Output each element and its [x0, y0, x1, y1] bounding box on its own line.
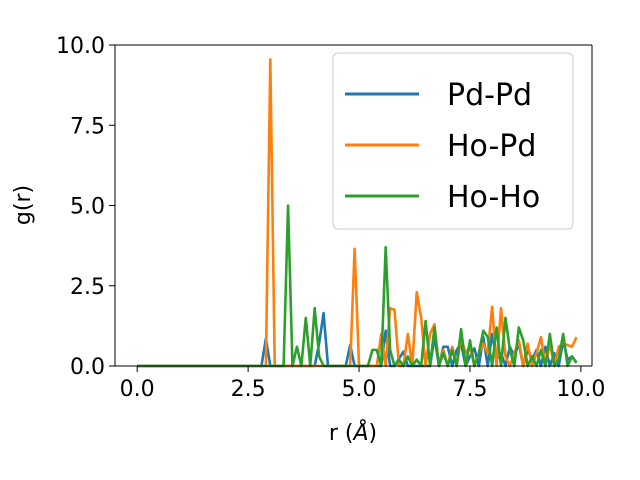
- legend: Pd-Pd Ho-Pd Ho-Ho: [332, 52, 574, 230]
- x-tick-label: 10.0: [556, 377, 605, 402]
- legend-label-pd-pd: Pd-Pd: [447, 78, 532, 113]
- y-tick-label: 10.0: [56, 34, 105, 59]
- x-tick-label: 2.5: [231, 377, 266, 402]
- x-tick-label: 0.0: [120, 377, 155, 402]
- y-axis-label: g(r): [11, 185, 36, 225]
- x-tick-label: 7.5: [452, 377, 487, 402]
- legend-label-ho-pd: Ho-Pd: [447, 129, 536, 164]
- legend-label-ho-ho: Ho-Ho: [447, 180, 540, 215]
- y-tick-label: 2.5: [70, 275, 105, 300]
- x-axis-unit: Å: [351, 419, 368, 446]
- y-ticks: 0.0 2.5 5.0 7.5 10.0: [56, 34, 115, 380]
- x-tick-label: 5.0: [342, 377, 377, 402]
- y-tick-label: 0.0: [70, 355, 105, 380]
- y-tick-label: 5.0: [70, 195, 105, 220]
- x-axis-label: r (Å): [329, 419, 377, 446]
- x-ticks: 0.0 2.5 5.0 7.5 10.0: [120, 366, 605, 402]
- legend-box: [332, 52, 574, 230]
- y-tick-label: 7.5: [70, 114, 105, 139]
- axes-frame: [114, 44, 593, 367]
